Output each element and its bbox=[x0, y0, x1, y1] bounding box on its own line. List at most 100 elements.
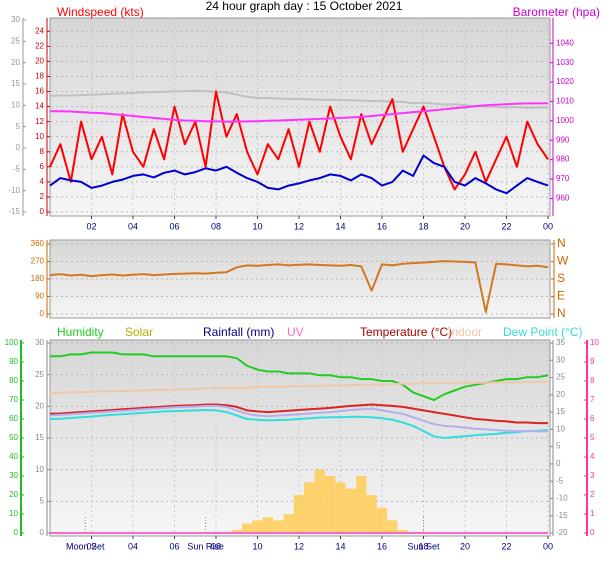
area-bar bbox=[324, 476, 336, 533]
y-tick-label: N bbox=[557, 236, 566, 250]
series-line bbox=[49, 260, 549, 314]
y-tick-label: 0 bbox=[40, 528, 45, 537]
y-tick-label: 35 bbox=[556, 338, 565, 347]
x-tick-label: 00 bbox=[543, 541, 553, 551]
x-tick-label: 08 bbox=[211, 221, 221, 231]
legend-label: Temperature (°C) bbox=[360, 325, 452, 339]
annotation: Sun Rise bbox=[187, 541, 224, 551]
legend-label: Barometer (hpa) bbox=[513, 5, 600, 19]
series-line bbox=[49, 89, 548, 109]
y-tick-label: 4 bbox=[40, 177, 45, 186]
y-tick-label: 970 bbox=[556, 174, 570, 183]
y-tick-label: 80 bbox=[9, 376, 18, 385]
y-tick-label: 990 bbox=[556, 135, 570, 144]
chart-title: 24 hour graph day : 15 October 2021 bbox=[206, 0, 403, 13]
y-tick-label: 0 bbox=[590, 528, 595, 537]
plot-area bbox=[49, 17, 551, 217]
area-bar bbox=[252, 520, 263, 533]
y-tick-label: 1030 bbox=[556, 58, 574, 67]
area-bar bbox=[345, 488, 357, 533]
y-tick-label: 0 bbox=[556, 459, 561, 468]
y-tick-label: 0 bbox=[14, 528, 19, 537]
x-tick-label: 00 bbox=[543, 221, 553, 231]
x-tick-label: 22 bbox=[501, 541, 511, 551]
y-tick-label: 1020 bbox=[556, 77, 574, 86]
y-tick-label: 25 bbox=[11, 36, 20, 45]
legend-label: Indoor bbox=[448, 325, 482, 339]
y-tick-label: 10 bbox=[35, 465, 44, 474]
y-tick-label: 50 bbox=[9, 433, 18, 442]
y-tick-label: 1010 bbox=[556, 97, 574, 106]
area-bar bbox=[283, 514, 294, 533]
x-tick-label: 18 bbox=[418, 221, 428, 231]
x-tick-label: 06 bbox=[169, 221, 179, 231]
y-tick-label: 30 bbox=[9, 471, 18, 480]
y-tick-label: 180 bbox=[31, 274, 45, 283]
x-tick-label: 02 bbox=[86, 541, 96, 551]
area-bar bbox=[335, 482, 346, 533]
x-tick-label: 04 bbox=[128, 541, 138, 551]
y-tick-label: 20 bbox=[556, 390, 565, 399]
y-tick-label: 90 bbox=[35, 292, 44, 301]
y-tick-label: 5 bbox=[556, 442, 561, 451]
y-tick-label: 30 bbox=[556, 355, 565, 364]
area-bar bbox=[397, 529, 408, 533]
y-tick-label: 40 bbox=[9, 452, 18, 461]
y-tick-label: 30 bbox=[11, 15, 20, 24]
legend-label: Rainfall (mm) bbox=[203, 325, 274, 339]
x-tick-label: 10 bbox=[252, 541, 262, 551]
series-line bbox=[49, 404, 548, 433]
area-bar bbox=[293, 495, 305, 533]
y-tick-label: 100 bbox=[5, 338, 19, 347]
y-tick-label: 10 bbox=[9, 509, 18, 518]
y-tick-label: E bbox=[557, 289, 565, 303]
y-tick-label: 5 bbox=[16, 122, 21, 131]
area-bar bbox=[366, 495, 377, 533]
y-tick-label: 15 bbox=[11, 79, 20, 88]
y-tick-label: -15 bbox=[556, 511, 568, 520]
y-tick-label: 0 bbox=[16, 143, 21, 152]
area-bar bbox=[387, 520, 398, 533]
y-tick-label: 8 bbox=[40, 147, 45, 156]
series-line bbox=[50, 351, 549, 401]
series-line bbox=[49, 154, 549, 195]
y-tick-label: 30 bbox=[35, 338, 44, 347]
y-tick-label: 0 bbox=[40, 309, 45, 318]
y-tick-label: 980 bbox=[556, 155, 570, 164]
area-bar bbox=[376, 507, 388, 533]
legend-label: Humidity bbox=[57, 325, 104, 339]
y-tick-label: 3 bbox=[590, 471, 595, 480]
y-tick-label: 20 bbox=[35, 57, 44, 66]
area-bar bbox=[314, 469, 325, 533]
y-tick-label: 15 bbox=[35, 433, 44, 442]
y-tick-label: 15 bbox=[556, 407, 565, 416]
y-tick-label: 2 bbox=[590, 490, 595, 499]
area-bar bbox=[231, 529, 242, 533]
y-tick-label: -10 bbox=[8, 186, 20, 195]
y-tick-label: 70 bbox=[9, 395, 18, 404]
annotation: Sun Set bbox=[407, 541, 440, 551]
x-tick-label: 14 bbox=[335, 221, 345, 231]
y-tick-label: 12 bbox=[35, 117, 44, 126]
area-bar bbox=[273, 520, 284, 533]
y-tick-label: 20 bbox=[35, 401, 44, 410]
series-line bbox=[49, 403, 548, 425]
y-tick-label: 25 bbox=[35, 370, 44, 379]
legend-label: Dew Point (°C) bbox=[503, 325, 582, 339]
y-tick-label: 6 bbox=[40, 162, 45, 171]
y-tick-label: 1000 bbox=[556, 116, 574, 125]
x-tick-label: 16 bbox=[377, 541, 387, 551]
y-tick-label: 9 bbox=[590, 357, 595, 366]
y-tick-label: W bbox=[557, 254, 569, 268]
x-tick-label: 10 bbox=[252, 221, 262, 231]
x-tick-label: 18 bbox=[418, 541, 428, 551]
y-tick-label: -20 bbox=[556, 528, 568, 537]
x-tick-label: 04 bbox=[128, 221, 138, 231]
y-tick-label: 360 bbox=[31, 239, 45, 248]
y-tick-label: 90 bbox=[9, 357, 18, 366]
y-tick-label: 1 bbox=[590, 509, 595, 518]
y-tick-label: 22 bbox=[35, 41, 44, 50]
y-tick-label: -5 bbox=[556, 476, 564, 485]
